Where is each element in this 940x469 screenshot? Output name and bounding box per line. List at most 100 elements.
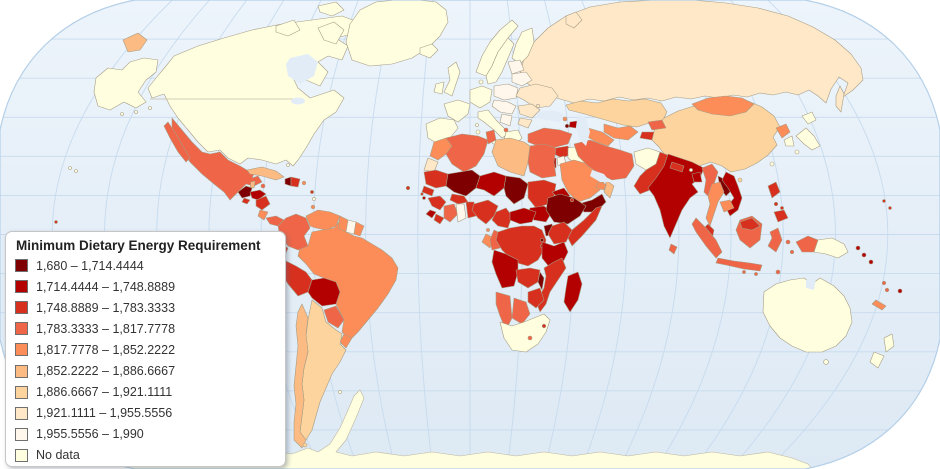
country-costa-rica[interactable] xyxy=(257,209,269,221)
country-java[interactable] xyxy=(715,257,763,272)
country-arctic-island[interactable] xyxy=(275,19,301,37)
country-cuba[interactable] xyxy=(246,166,285,181)
island-dot[interactable] xyxy=(785,239,791,245)
country-north-korea[interactable] xyxy=(775,123,791,139)
island-dot[interactable] xyxy=(897,288,903,294)
island-dot[interactable] xyxy=(562,116,568,122)
island-dot[interactable] xyxy=(540,238,544,242)
country-dominican-republic[interactable] xyxy=(290,176,301,188)
country-papua-new-guinea[interactable] xyxy=(813,237,849,259)
country-uae[interactable] xyxy=(595,181,607,191)
country-egypt[interactable] xyxy=(527,143,557,179)
country-bangladesh[interactable] xyxy=(691,171,703,183)
island-dot[interactable] xyxy=(773,201,779,207)
country-cameroon[interactable] xyxy=(491,207,513,229)
country-central-europe[interactable] xyxy=(469,85,493,109)
country-uzbekistan[interactable] xyxy=(603,123,639,141)
island-dot[interactable] xyxy=(689,168,693,172)
country-arctic-island[interactable] xyxy=(317,1,345,17)
island-dot[interactable] xyxy=(310,204,316,210)
country-angola[interactable] xyxy=(491,249,519,289)
island-dot[interactable] xyxy=(54,220,58,224)
island-dot[interactable] xyxy=(68,166,72,170)
country-alaska[interactable] xyxy=(93,57,159,111)
country-mongolia[interactable] xyxy=(691,95,755,117)
country-novaya-zemlya[interactable] xyxy=(565,11,583,29)
island-dot[interactable] xyxy=(868,259,874,265)
country-guinea[interactable] xyxy=(427,195,447,211)
island-dot[interactable] xyxy=(541,323,547,329)
country-nigeria[interactable] xyxy=(471,199,499,225)
country-baja[interactable] xyxy=(163,121,191,163)
island-dot[interactable] xyxy=(260,183,266,189)
country-sumatra[interactable] xyxy=(691,217,723,259)
country-sierra-leone[interactable] xyxy=(425,209,437,219)
island-dot[interactable] xyxy=(301,180,307,186)
country-el-salvador[interactable] xyxy=(241,197,251,205)
island-dot[interactable] xyxy=(780,206,784,210)
island-dot[interactable] xyxy=(148,106,152,110)
island-dot[interactable] xyxy=(742,270,746,274)
country-venezuela[interactable] xyxy=(305,209,341,231)
island-dot[interactable] xyxy=(286,163,290,167)
island-dot[interactable] xyxy=(564,123,570,129)
country-central-east-europe[interactable] xyxy=(491,99,517,115)
country-kyrgyzstan[interactable] xyxy=(647,119,667,131)
country-ireland[interactable] xyxy=(433,81,445,95)
country-new-zealand[interactable] xyxy=(869,351,885,369)
country-tajikistan[interactable] xyxy=(639,131,655,141)
island-dot[interactable] xyxy=(881,280,887,286)
country-burkina-faso[interactable] xyxy=(449,193,469,205)
island-dot[interactable] xyxy=(882,199,886,203)
island-dot[interactable] xyxy=(475,123,479,127)
island-dot[interactable] xyxy=(120,112,124,116)
country-somalia[interactable] xyxy=(567,205,603,247)
country-sakhalin[interactable] xyxy=(835,85,845,113)
island-dot[interactable] xyxy=(569,197,575,203)
country-mexico[interactable] xyxy=(171,117,263,201)
country-new-caledonia[interactable] xyxy=(871,299,887,311)
island-dot[interactable] xyxy=(475,129,481,135)
country-bulgaria[interactable] xyxy=(517,117,533,129)
island-dot[interactable] xyxy=(420,192,424,196)
country-russia[interactable] xyxy=(519,0,864,104)
country-kenya[interactable] xyxy=(547,221,573,245)
country-uk[interactable] xyxy=(443,61,461,97)
country-romania[interactable] xyxy=(517,103,541,119)
country-south-korea[interactable] xyxy=(783,135,795,147)
country-malaysia-borneo[interactable] xyxy=(739,217,761,231)
island-dot[interactable] xyxy=(737,177,743,183)
country-turkey[interactable] xyxy=(527,127,573,149)
country-honduras[interactable] xyxy=(249,189,267,201)
island-dot[interactable] xyxy=(310,190,314,194)
country-sweden[interactable] xyxy=(485,37,515,85)
country-iceland[interactable] xyxy=(419,43,439,59)
country-thailand[interactable] xyxy=(705,181,725,227)
island-dot[interactable] xyxy=(405,185,411,191)
country-philippines-luzon[interactable] xyxy=(767,181,781,199)
country-sri-lanka[interactable] xyxy=(668,243,678,255)
country-ghana[interactable] xyxy=(455,203,467,223)
island-dot[interactable] xyxy=(855,245,861,251)
country-south-africa[interactable] xyxy=(499,313,551,353)
country-azerbaijan[interactable] xyxy=(568,120,578,129)
country-chad[interactable] xyxy=(503,175,529,205)
island-dot[interactable] xyxy=(888,206,892,210)
island-dot[interactable] xyxy=(823,359,829,365)
island-dot[interactable] xyxy=(527,335,533,341)
country-senegal[interactable] xyxy=(421,185,435,197)
country-japan[interactable] xyxy=(795,127,821,151)
country-cambodia[interactable] xyxy=(719,199,735,213)
country-zimbabwe[interactable] xyxy=(527,287,545,309)
country-iran[interactable] xyxy=(573,139,635,181)
island-dot[interactable] xyxy=(312,197,316,201)
country-liberia[interactable] xyxy=(433,213,445,225)
country-ivory-coast[interactable] xyxy=(443,203,459,223)
country-nicaragua[interactable] xyxy=(255,195,271,211)
island-dot[interactable] xyxy=(789,249,795,255)
country-india[interactable] xyxy=(647,153,705,239)
island-dot[interactable] xyxy=(338,390,342,394)
island-dot[interactable] xyxy=(302,442,308,448)
country-arctic-island[interactable] xyxy=(317,21,345,45)
island-dot[interactable] xyxy=(478,79,484,85)
